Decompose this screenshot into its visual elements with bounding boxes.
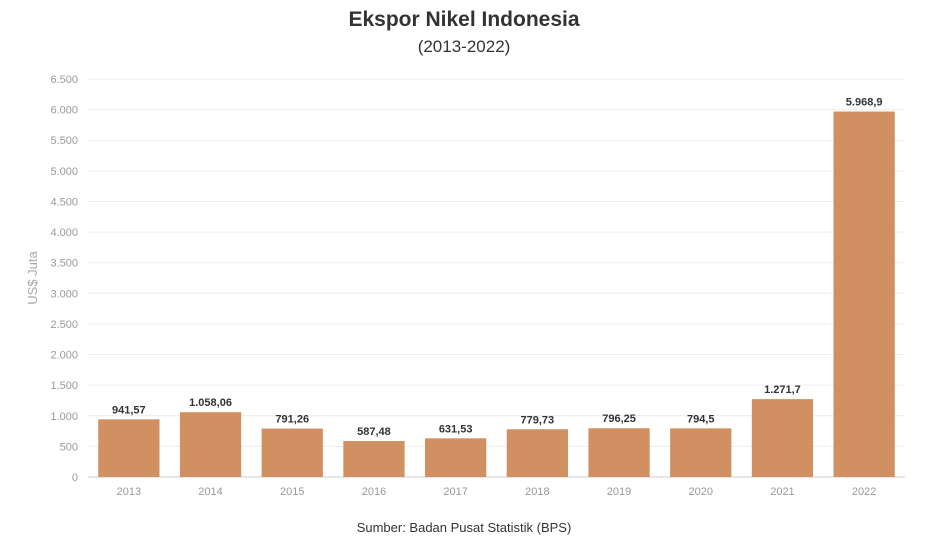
x-tick-label: 2016 — [362, 486, 386, 498]
data-label: 796,25 — [602, 413, 636, 425]
x-tick-label: 2020 — [689, 486, 713, 498]
data-label: 794,5 — [687, 413, 715, 425]
data-label: 587,48 — [357, 426, 391, 438]
y-tick-label: 4.000 — [50, 227, 78, 239]
x-tick-label: 2017 — [443, 486, 467, 498]
bar-2013[interactable] — [98, 419, 160, 477]
x-tick-label: 2014 — [198, 486, 222, 498]
data-label: 1.058,06 — [189, 397, 232, 409]
y-tick-label: 0 — [72, 472, 78, 484]
x-tick-label: 2019 — [607, 486, 631, 498]
chart-subtitle: (2013-2022) — [417, 37, 511, 56]
x-axis: 2013 2014 2015 2016 2017 2018 2019 2020 2021 2022 — [117, 486, 877, 498]
y-tick-label: 6.500 — [50, 74, 78, 86]
bar-2020[interactable] — [670, 428, 732, 477]
y-tick-label: 5.000 — [50, 166, 78, 178]
source-note: Sumber: Badan Pusat Statistik (BPS) — [356, 520, 572, 535]
bar-2017[interactable] — [425, 438, 487, 477]
x-tick-label: 2021 — [770, 486, 794, 498]
y-tick-label: 4.500 — [50, 196, 78, 208]
y-tick-label: 3.500 — [50, 258, 78, 270]
bar-2016[interactable] — [343, 441, 405, 477]
bar-2014[interactable] — [179, 412, 242, 477]
bar-2022[interactable] — [833, 111, 895, 478]
chart-title: Ekspor Nikel Indonesia — [348, 8, 580, 31]
y-tick-label: 1.000 — [50, 411, 78, 423]
x-tick-label: 2022 — [852, 486, 876, 498]
y-tick-label: 3.000 — [50, 288, 78, 300]
y-tick-label: 500 — [60, 441, 78, 453]
data-label: 941,57 — [112, 404, 146, 416]
bars: 941,57 1.058,06 791,26 587,48 631,53 779,73 79… — [98, 97, 895, 478]
y-axis: 0 500 1.000 1.500 2.000 2.500 3.000 3.500 4.000 4… — [50, 74, 78, 484]
x-tick-label: 2013 — [117, 486, 141, 498]
bar-2019[interactable] — [588, 428, 650, 477]
bar-2018[interactable] — [506, 429, 568, 477]
x-tick-label: 2015 — [280, 486, 304, 498]
bar-2015[interactable] — [261, 428, 323, 477]
y-tick-label: 2.500 — [50, 319, 78, 331]
y-tick-label: 5.500 — [50, 135, 78, 147]
data-label: 791,26 — [275, 414, 309, 426]
data-label: 1.271,7 — [764, 384, 801, 396]
y-tick-label: 6.000 — [50, 105, 78, 117]
y-tick-label: 2.000 — [50, 350, 78, 362]
bar-2021[interactable] — [751, 399, 814, 477]
data-label: 631,53 — [439, 423, 473, 435]
data-label: 5.968,9 — [846, 97, 883, 109]
x-tick-label: 2018 — [525, 486, 549, 498]
y-tick-label: 1.500 — [50, 380, 78, 392]
y-axis-title: US$ Juta — [25, 250, 40, 304]
data-label: 779,73 — [521, 414, 555, 426]
